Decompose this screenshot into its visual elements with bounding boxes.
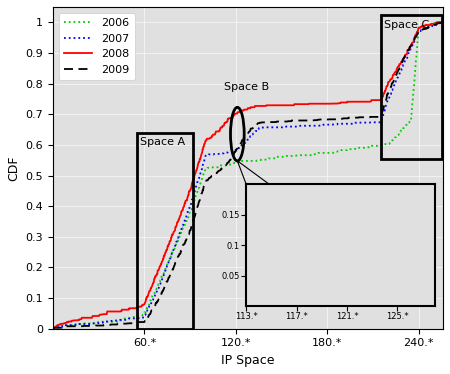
2007 <box>382 107 388 111</box>
2006 <box>50 325 56 330</box>
2006 <box>435 20 441 25</box>
Legend: 2006, 2007, 2008, 2009: 2006, 2007, 2008, 2009 <box>58 12 135 80</box>
2007 <box>50 327 56 331</box>
2009 <box>439 20 444 25</box>
2008 <box>441 20 446 25</box>
2006 <box>202 167 208 172</box>
Line: 2008: 2008 <box>53 22 443 329</box>
Text: Space C: Space C <box>384 21 429 30</box>
2008 <box>50 327 56 331</box>
2007 <box>176 232 182 237</box>
2009 <box>441 20 446 25</box>
2008 <box>176 216 182 220</box>
2006 <box>176 236 182 240</box>
2006 <box>382 142 388 146</box>
2006 <box>239 159 245 163</box>
Line: 2006: 2006 <box>53 22 443 328</box>
2007 <box>441 20 446 25</box>
2008 <box>202 139 208 143</box>
2008 <box>239 108 245 113</box>
2008 <box>362 99 367 104</box>
2007 <box>362 120 367 125</box>
2008 <box>58 322 63 326</box>
2006 <box>441 20 446 25</box>
2008 <box>382 89 388 93</box>
2009 <box>362 115 367 120</box>
2007 <box>58 325 63 329</box>
2009 <box>202 179 208 183</box>
Text: Space B: Space B <box>224 82 269 92</box>
2009 <box>58 325 63 330</box>
X-axis label: IP Space: IP Space <box>221 354 275 367</box>
2009 <box>50 326 56 331</box>
Y-axis label: CDF: CDF <box>7 155 20 181</box>
Line: 2007: 2007 <box>53 22 443 329</box>
2007 <box>202 154 208 159</box>
2009 <box>382 100 388 105</box>
Text: Space A: Space A <box>140 137 185 147</box>
Bar <box>381 15 441 159</box>
Line: 2009: 2009 <box>53 22 443 328</box>
Bar <box>137 133 193 329</box>
2009 <box>176 252 182 256</box>
2007 <box>239 142 245 147</box>
2008 <box>434 20 439 25</box>
2006 <box>58 324 63 329</box>
2006 <box>362 145 367 150</box>
2009 <box>239 138 245 142</box>
